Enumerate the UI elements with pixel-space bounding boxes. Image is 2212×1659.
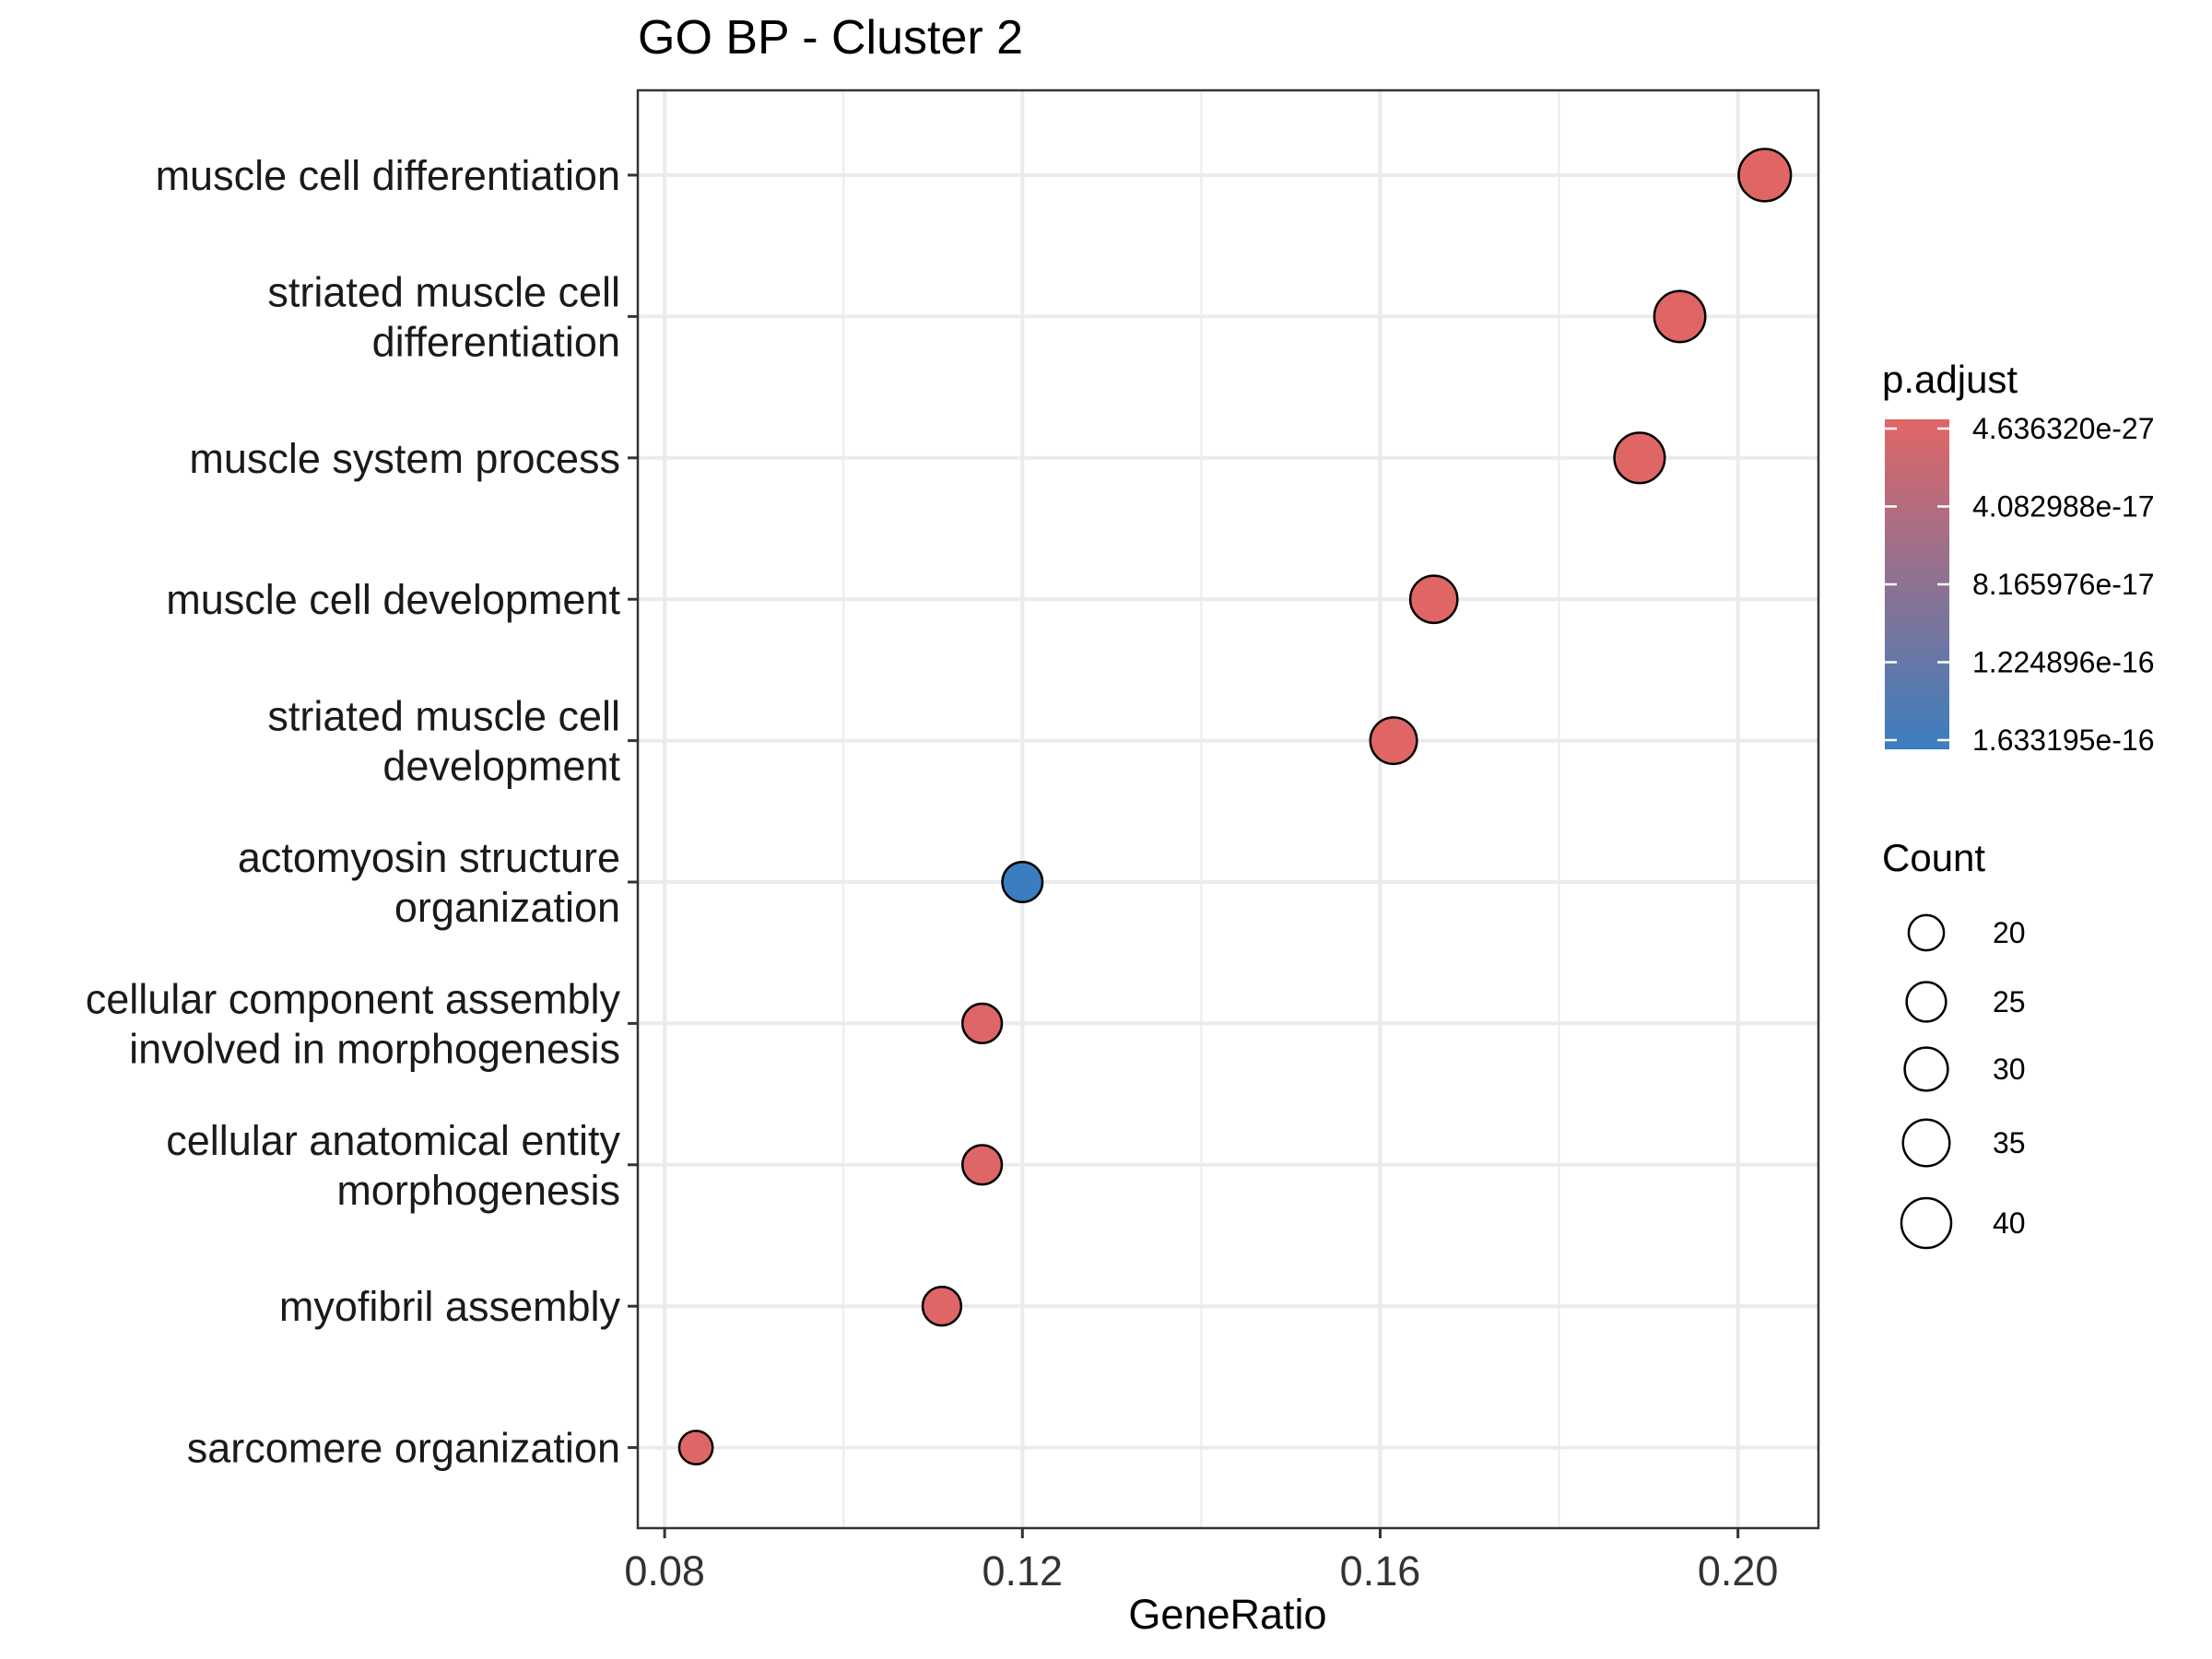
- y-category-label: cellular component assembly involved in m…: [86, 975, 621, 1072]
- size-legend-label: 40: [1993, 1206, 2026, 1240]
- y-category-label-line: differentiation: [372, 318, 620, 365]
- size-legend-items: 20 25 30 35 40: [1900, 913, 2026, 1250]
- data-point: [677, 1430, 714, 1465]
- size-legend-label: 25: [1993, 985, 2026, 1018]
- color-legend-label: 1.633195e-16: [1972, 724, 2155, 757]
- y-category-label: striated muscle cell differentiation: [267, 268, 620, 365]
- y-category-label-line: development: [382, 743, 620, 790]
- y-category-label-line: muscle system process: [189, 435, 620, 482]
- size-legend-label: 20: [1993, 916, 2026, 949]
- data-point: [1001, 860, 1044, 904]
- y-category-label: cellular anatomical entity morphogenesis: [166, 1117, 620, 1214]
- y-category-label: myofibril assembly: [279, 1283, 621, 1330]
- y-category-label-line: muscle cell differentiation: [156, 152, 620, 199]
- data-point: [1369, 716, 1418, 766]
- size-legend-circle: [1901, 1118, 1951, 1168]
- data-point: [1613, 431, 1666, 485]
- y-category-label: muscle cell differentiation: [156, 152, 620, 199]
- x-tick-label: 0.16: [1340, 1547, 1421, 1594]
- color-legend-label: 1.224896e-16: [1972, 646, 2155, 679]
- data-point: [1408, 574, 1459, 625]
- x-tick-label: 0.08: [624, 1547, 705, 1594]
- gridlines: [638, 90, 1818, 1528]
- color-legend-title: p.adjust: [1882, 358, 2018, 401]
- size-legend-circle: [1903, 1046, 1949, 1092]
- size-legend-label: 30: [1993, 1053, 2026, 1086]
- y-category-label-line: cellular component assembly: [86, 975, 621, 1022]
- y-category-label-line: actomyosin structure: [238, 834, 620, 881]
- size-legend-circle: [1905, 981, 1947, 1023]
- plot-panel-border: [636, 88, 1820, 1530]
- size-legend-title: Count: [1882, 836, 1985, 879]
- y-category-label-line: cellular anatomical entity: [166, 1117, 620, 1164]
- size-legend-label: 35: [1993, 1126, 2026, 1159]
- color-legend-label: 4.082988e-17: [1972, 490, 2155, 524]
- y-category-label: muscle system process: [189, 435, 620, 482]
- chart-title: GO BP - Cluster 2: [638, 11, 1023, 65]
- x-axis-ticks: 0.08 0.12 0.16 0.20: [624, 1528, 1778, 1594]
- y-category-label-line: morphogenesis: [336, 1167, 620, 1214]
- y-category-label-line: striated muscle cell: [267, 693, 620, 740]
- data-point: [1737, 147, 1793, 203]
- y-category-label-line: muscle cell development: [166, 576, 620, 623]
- y-category-label: sarcomere organization: [187, 1425, 620, 1472]
- y-category-label: striated muscle cell development: [267, 693, 620, 790]
- x-tick-label: 0.12: [982, 1547, 1063, 1594]
- y-axis-categories: muscle cell differentiation striated musc…: [86, 152, 638, 1472]
- x-axis-title: GeneRatio: [1128, 1591, 1326, 1638]
- data-point: [961, 1002, 1004, 1044]
- y-category-label-line: striated muscle cell: [267, 268, 620, 315]
- color-legend-label: 8.165976e-17: [1972, 568, 2155, 601]
- size-legend-circle: [1907, 913, 1946, 952]
- x-tick-label: 0.20: [1698, 1547, 1779, 1594]
- color-legend-label: 4.636320e-27: [1972, 412, 2155, 445]
- y-category-label-line: sarcomere organization: [187, 1425, 620, 1472]
- data-point: [921, 1286, 963, 1327]
- data-points: [677, 147, 1793, 1465]
- y-category-label: actomyosin structure organization: [238, 834, 620, 931]
- y-category-label: muscle cell development: [166, 576, 620, 623]
- color-legend-ticks: 4.636320e-27 4.082988e-17 8.165976e-17 1.22…: [1885, 412, 2155, 757]
- data-point: [961, 1144, 1004, 1186]
- y-category-label-line: organization: [394, 884, 620, 931]
- size-legend-circle: [1900, 1196, 1953, 1250]
- size-legend: Count 20 25 30 35 40: [1882, 836, 2026, 1250]
- color-legend: p.adjust 4.636320e-27 4.082988e-17 8.16597…: [1882, 358, 2155, 757]
- data-point: [1653, 289, 1707, 344]
- y-category-label-line: involved in morphogenesis: [129, 1025, 620, 1072]
- y-category-label-line: myofibril assembly: [279, 1283, 621, 1330]
